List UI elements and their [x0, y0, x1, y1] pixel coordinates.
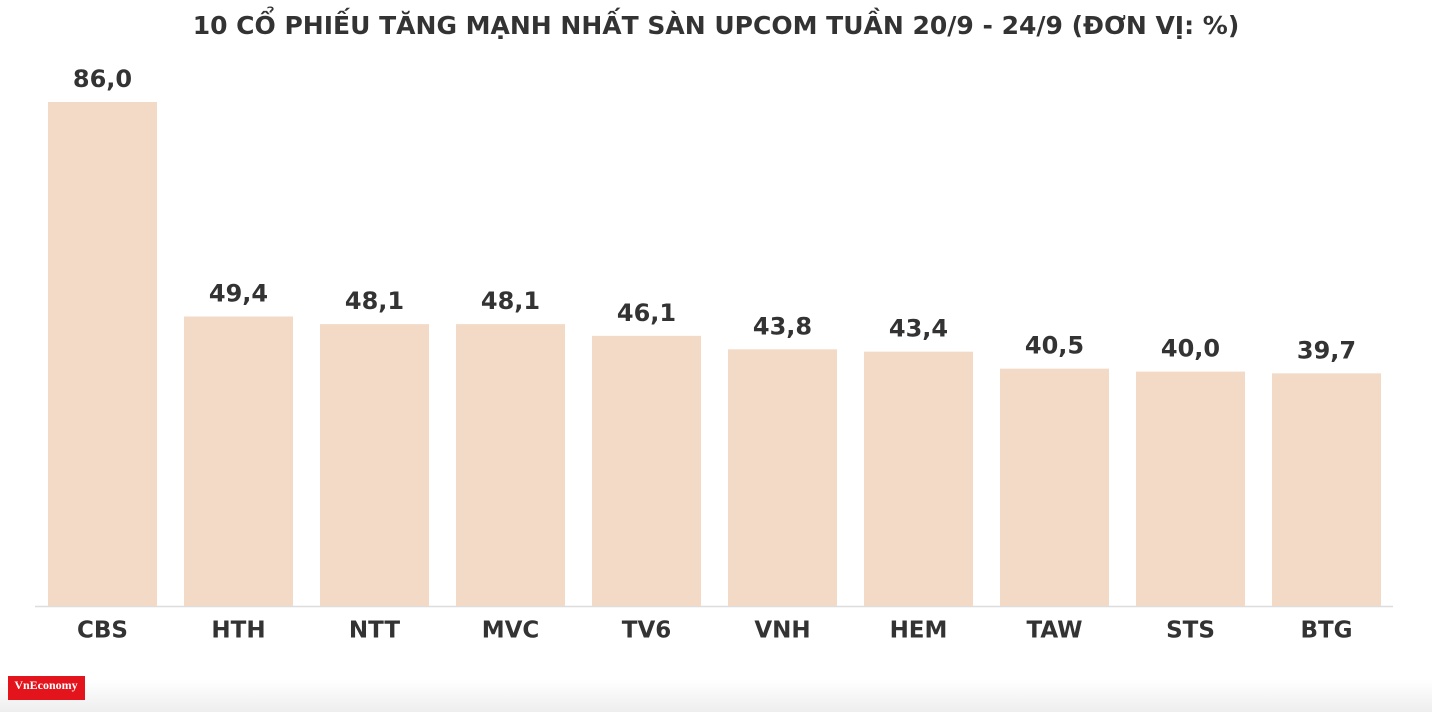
bar: [184, 316, 293, 606]
value-label: 48,1: [345, 287, 404, 315]
x-tick-label: STS: [1166, 618, 1215, 644]
chart-title: 10 CỔ PHIẾU TĂNG MẠNH NHẤT SÀN UPCOM TUẦ…: [193, 5, 1240, 40]
bar: [592, 335, 701, 606]
x-tick-label: HEM: [890, 618, 948, 644]
x-tick-label: TAW: [1026, 618, 1082, 644]
bar: [320, 324, 429, 606]
value-label: 46,1: [617, 299, 676, 327]
value-label: 48,1: [481, 287, 540, 315]
bar: [864, 351, 973, 606]
x-tick-label: TV6: [622, 618, 672, 644]
value-label: 43,4: [889, 315, 948, 343]
x-tick-label: VNH: [754, 618, 810, 644]
bar: [456, 324, 565, 606]
value-label: 86,0: [73, 65, 132, 93]
value-label: 39,7: [1297, 336, 1356, 364]
x-tick-label: CBS: [77, 618, 128, 644]
value-label: 40,5: [1025, 332, 1084, 360]
bar: [1000, 368, 1109, 606]
x-tick-label: HTH: [211, 618, 265, 644]
bar: [1272, 373, 1381, 606]
x-tick-label: MVC: [482, 618, 540, 644]
logo-box: [8, 676, 85, 700]
value-label: 43,8: [753, 312, 812, 340]
footer-band: [0, 680, 1432, 712]
x-tick-label: NTT: [349, 618, 400, 644]
x-tick-label: BTG: [1300, 618, 1352, 644]
value-label: 40,0: [1161, 335, 1220, 363]
value-label: 49,4: [209, 279, 268, 307]
bar: [48, 102, 157, 606]
bar: [728, 349, 837, 606]
logo: VnEconomy: [14, 678, 77, 692]
bar: [1136, 371, 1245, 606]
